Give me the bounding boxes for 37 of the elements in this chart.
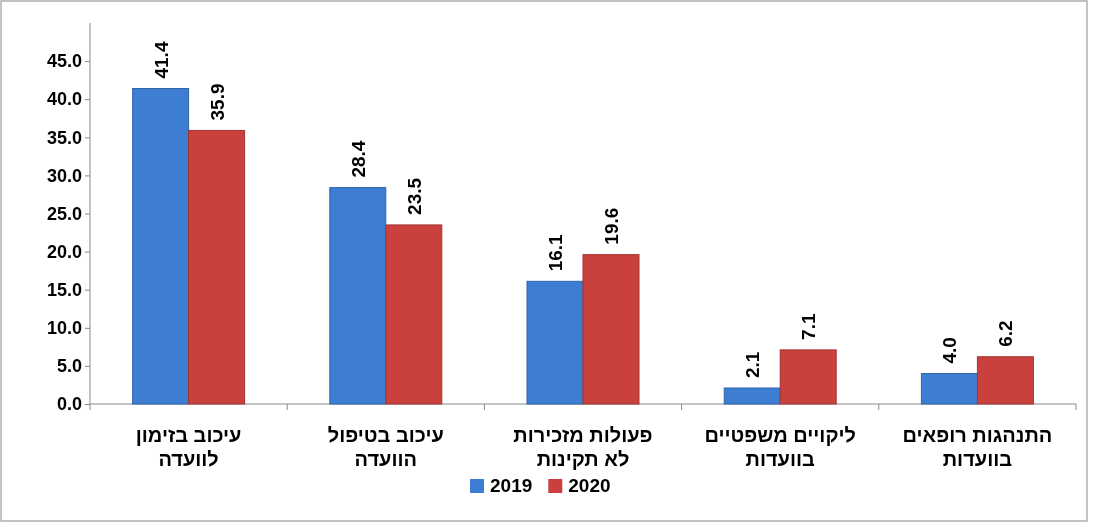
y-tick-label: 30.0: [46, 165, 82, 186]
y-tick-label: 10.0: [46, 318, 82, 339]
y-tick-label: 35.0: [46, 127, 82, 148]
data-label: 41.4: [150, 41, 172, 79]
bar: [188, 129, 246, 405]
x-tick-label: עיכוב בזימון לוועדה: [135, 424, 242, 470]
x-tick-label: התנהגות רופאים בוועדות: [902, 424, 1053, 470]
data-label: 6.2: [995, 320, 1017, 347]
y-tick-label: 45.0: [46, 51, 82, 72]
y-tick-label: 25.0: [46, 203, 82, 224]
data-label: 28.4: [347, 140, 369, 178]
bar: [385, 224, 443, 405]
bar: [723, 387, 781, 405]
bar: [132, 88, 190, 405]
y-tick-label: 5.0: [56, 356, 82, 377]
data-label: 23.5: [403, 177, 425, 215]
data-label: 19.6: [601, 207, 622, 245]
data-label: 16.1: [545, 233, 566, 272]
bar: [526, 280, 584, 405]
data-label: 35.9: [206, 83, 228, 121]
bar: [582, 254, 640, 405]
data-label: 7.1: [798, 313, 820, 340]
bar: [779, 349, 837, 405]
bar: [920, 373, 978, 405]
y-tick-label: 40.0: [46, 89, 82, 110]
bar: [329, 187, 387, 405]
legend-label: 2019: [490, 475, 533, 496]
y-tick-label: 15.0: [46, 279, 82, 300]
legend-label: 2020: [568, 475, 611, 496]
y-tick-label: 0.0: [56, 394, 82, 415]
bar: [976, 356, 1034, 405]
x-tick-label: ליקויים משפטיים בוועדות: [704, 424, 856, 470]
x-tick-label: פעולות מזכירות לא תקינות: [513, 424, 653, 470]
data-label: 4.0: [939, 337, 961, 364]
x-tick-label: עיכוב בטיפול הוועדה: [327, 424, 444, 470]
data-label: 2.1: [742, 351, 764, 378]
y-tick-label: 20.0: [46, 241, 82, 262]
